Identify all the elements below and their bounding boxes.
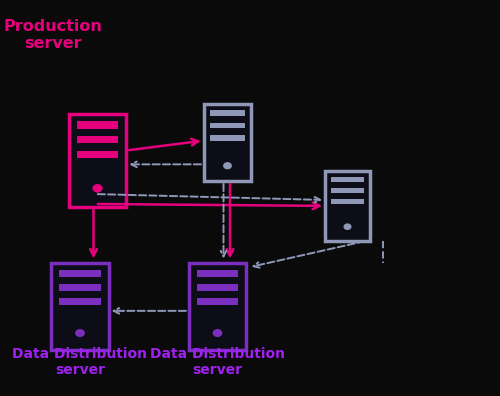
FancyBboxPatch shape [189, 263, 246, 350]
Bar [332, 177, 364, 182]
FancyBboxPatch shape [69, 114, 126, 207]
Circle shape [344, 224, 351, 229]
Circle shape [214, 330, 222, 336]
Text: Data Distribution
server: Data Distribution server [150, 347, 285, 377]
Bar [197, 270, 238, 277]
Bar [77, 136, 118, 143]
Bar [210, 135, 244, 141]
Circle shape [76, 330, 84, 336]
FancyBboxPatch shape [325, 171, 370, 241]
FancyBboxPatch shape [204, 104, 252, 181]
Circle shape [224, 163, 231, 169]
Bar [60, 284, 100, 291]
FancyBboxPatch shape [52, 263, 109, 350]
Text: Data Distribution
server: Data Distribution server [12, 347, 147, 377]
Bar [60, 298, 100, 305]
Bar [210, 123, 244, 128]
Bar [210, 110, 244, 116]
Bar [77, 122, 118, 129]
Bar [77, 151, 118, 158]
Bar [197, 298, 238, 305]
Bar [60, 270, 100, 277]
Bar [332, 199, 364, 204]
Circle shape [93, 185, 102, 192]
Text: Production
server: Production server [3, 19, 102, 51]
Bar [332, 188, 364, 193]
Bar [197, 284, 238, 291]
